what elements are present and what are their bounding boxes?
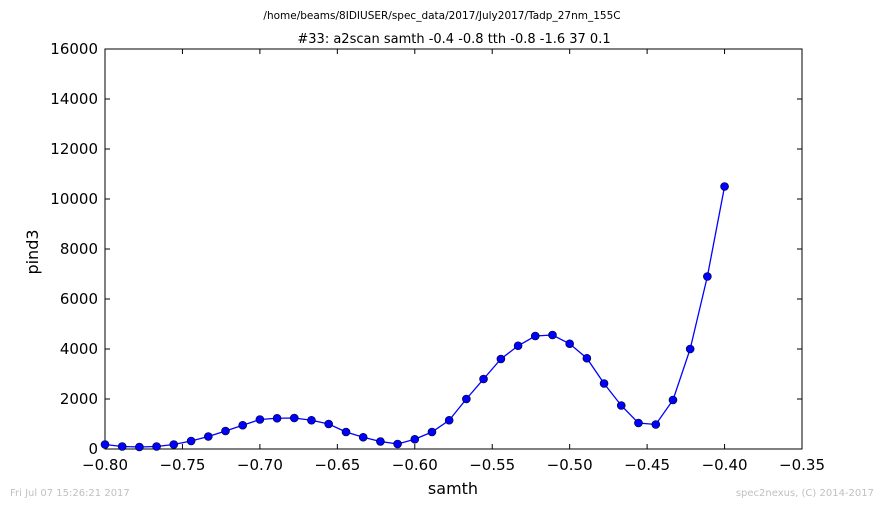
data-point [307,415,316,425]
x-tick-label: −0.75 [159,456,205,474]
x-tick-label: −0.35 [779,456,825,474]
x-tick-label: −0.50 [547,456,593,474]
y-tick-label: 8000 [60,240,98,258]
data-point [565,339,574,349]
data-point [668,395,678,405]
data-point [255,415,265,424]
data-point [444,415,454,425]
data-point [651,420,661,429]
data-point [169,440,179,449]
data-point [634,418,643,428]
data-point [616,401,626,410]
data-point [341,427,351,437]
data-point [530,331,540,341]
x-tick-label: −0.40 [702,456,748,474]
data-point [324,419,333,429]
x-tick-label: −0.80 [82,456,128,474]
data-point [548,330,557,340]
data-point [376,437,385,446]
data-point [703,272,712,281]
data-point [427,427,437,437]
x-tick-label: −0.70 [237,456,283,474]
data-point [272,413,282,423]
chart-title: #33: a2scan samth -0.4 -0.8 tth -0.8 -1.… [297,32,610,47]
data-point [358,432,368,442]
data-point [100,440,110,449]
chart-subtitle: /home/beams/8IDIUSER/spec_data/2017/July… [263,10,620,22]
data-point [152,442,161,451]
data-point [204,432,213,441]
y-tick-label: 10000 [50,190,98,208]
y-tick-label: 0 [88,440,98,458]
data-point [582,353,592,363]
x-tick-label: −0.65 [314,456,360,474]
data-point [462,394,471,404]
y-tick-label: 14000 [50,90,98,108]
y-tick-label: 2000 [60,390,98,408]
data-point [479,374,488,384]
series-markers [100,182,729,452]
y-axis: 0 2000 4000 6000 8000 10000 12000 14000 16000 [50,40,802,458]
data-point [393,439,402,449]
data-point [720,182,729,191]
plot-area [104,48,803,450]
data-point [513,341,523,351]
y-tick-label: 16000 [50,40,98,58]
y-axis-label: pind3 [23,229,42,274]
data-point [685,344,695,354]
data-point [410,434,420,444]
data-point [238,420,247,430]
data-point [186,436,196,446]
data-point [289,413,299,423]
data-point [135,442,144,452]
x-axis: −0.80 −0.75 −0.70 −0.65 −0.60 −0.55 −0.50 −0.45… [82,49,825,474]
data-point [221,426,230,436]
x-tick-label: −0.45 [624,456,670,474]
x-tick-label: −0.60 [392,456,438,474]
y-tick-label: 4000 [60,340,98,358]
x-axis-label: samth [428,479,478,498]
footer-timestamp: Fri Jul 07 15:26:21 2017 [10,488,130,499]
data-point [599,379,609,388]
x-tick-label: −0.55 [469,456,515,474]
y-tick-label: 6000 [60,290,98,308]
data-point [496,354,506,364]
y-tick-label: 12000 [50,140,98,158]
data-point [117,442,127,451]
footer-credit: spec2nexus, (C) 2014-2017 [735,488,874,499]
